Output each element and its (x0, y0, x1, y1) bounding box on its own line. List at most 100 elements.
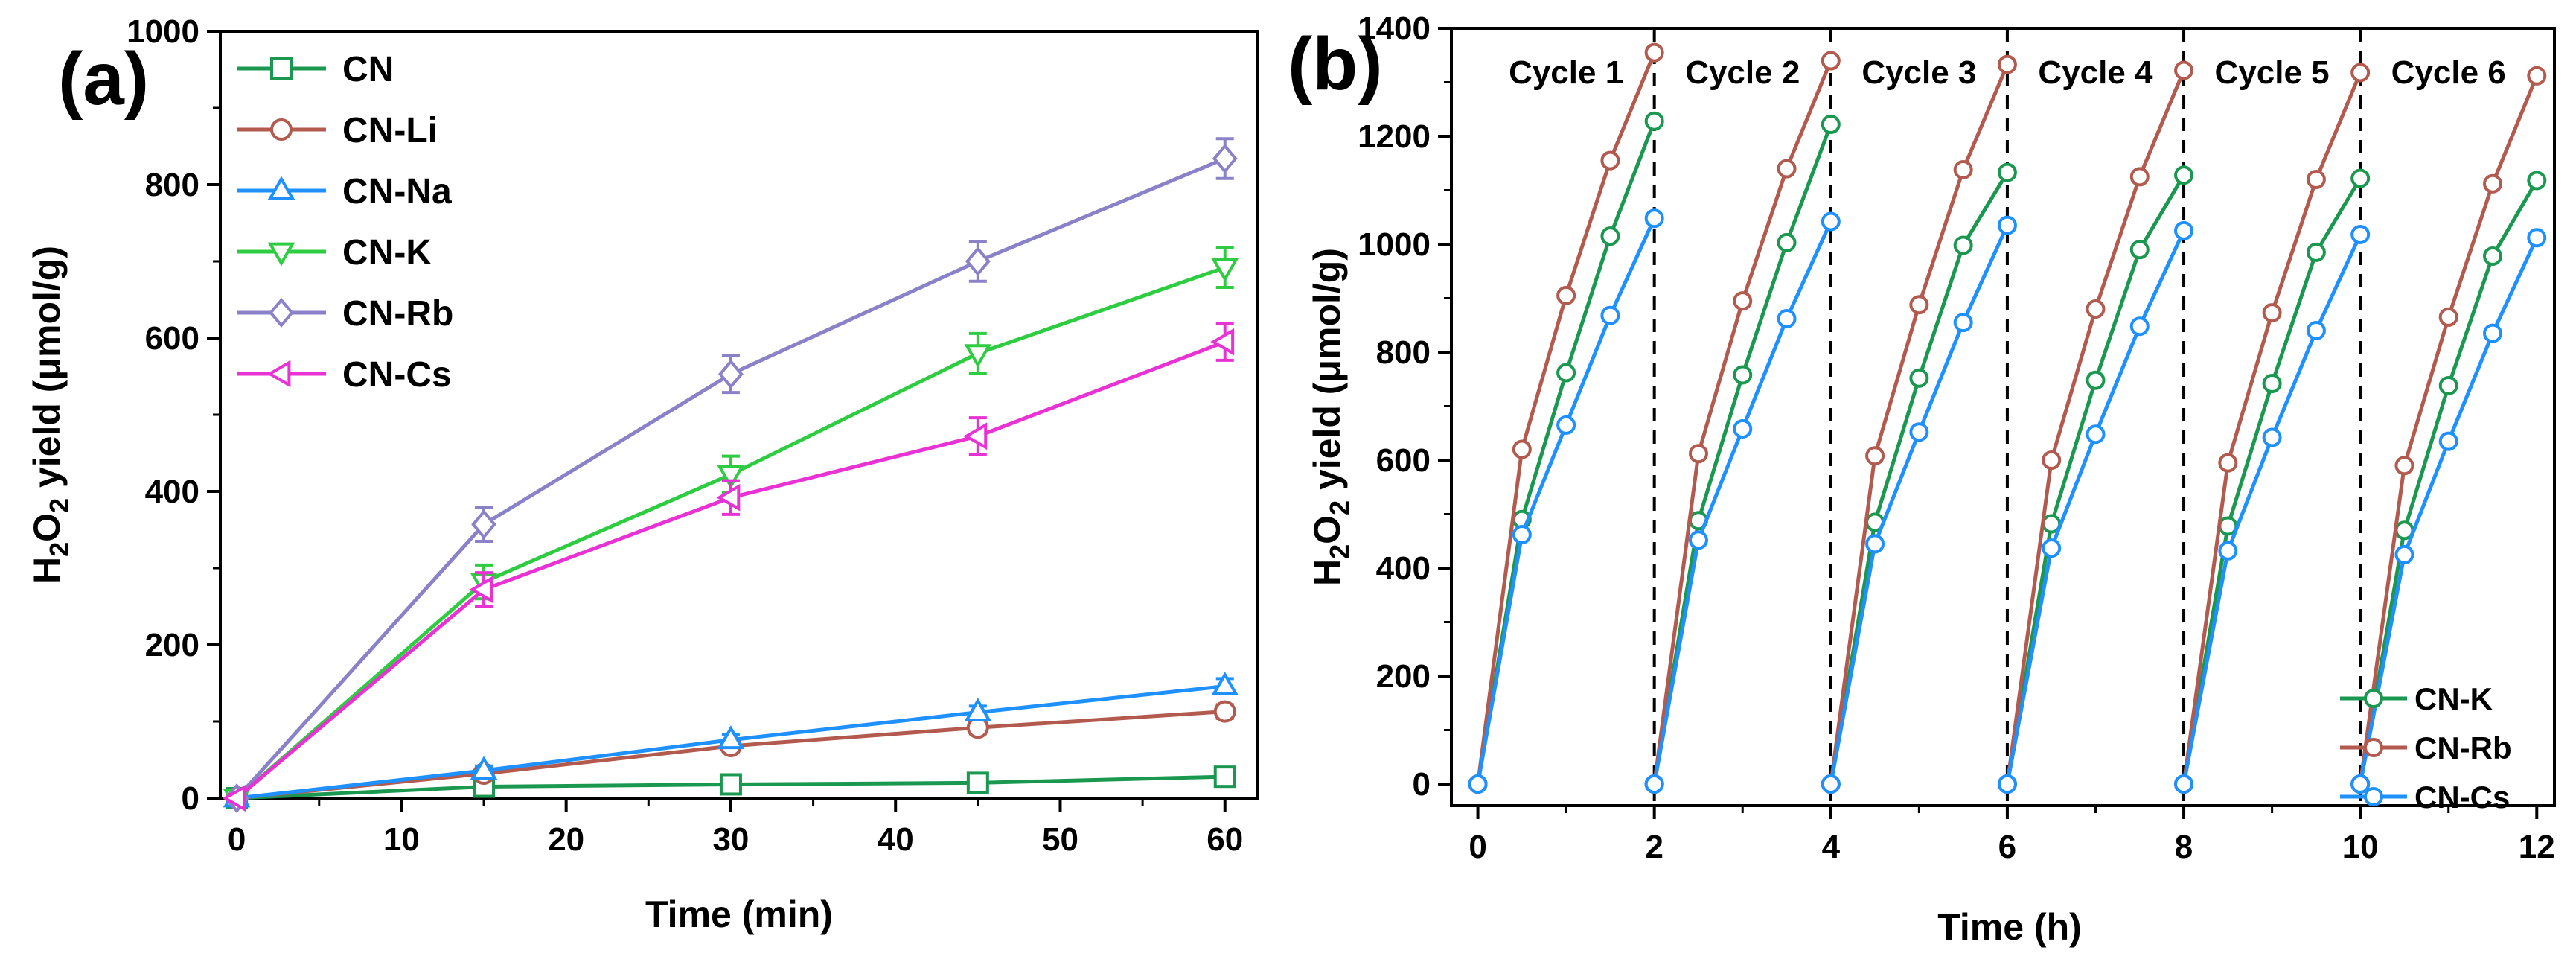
data-point-cn-rb-60 (1212, 143, 1238, 173)
data-point-cn-rb-c3-3 (1953, 159, 1973, 179)
data-point-cn-k-60 (1211, 258, 1239, 282)
x-tick-label-2: 2 (1645, 829, 1663, 865)
x-tick-label-10: 10 (2342, 829, 2379, 865)
data-point-cn-k-c2-3 (1777, 232, 1797, 252)
panel-b-ylabel-o: O (1306, 515, 1348, 544)
panel-b-axes: 0 2 4 6 8 10 12 0 200 400 600 800 1000 1200 1400 (1358, 10, 2555, 865)
panel-b: (b) 0 2 4 6 8 10 12 0 200 400 600 800 1000 1200 1400 C… (1288, 10, 2556, 948)
data-point-cn-cs-c3-4 (1997, 215, 2017, 235)
panel-a-ylabel-sub2: 2 (44, 498, 74, 513)
x-tick-label-8: 8 (2175, 829, 2193, 865)
data-point-cn-cs-15 (469, 576, 493, 604)
legend-label-cn-cs: CN-Cs (2414, 780, 2510, 815)
data-point-cn-cs-c5-0 (2174, 774, 2194, 794)
data-point-cn-na-15 (470, 756, 498, 780)
data-point-cn-45 (966, 771, 989, 794)
panel-a-ylabel-o: O (26, 513, 68, 542)
data-point-cn-rb-c4-1 (2042, 450, 2062, 470)
y-tick-label-800: 800 (145, 167, 199, 203)
data-point-cn-cs-c2-2 (1733, 418, 1753, 439)
legend-label-cn: CN (342, 50, 394, 89)
legend-marker-cn-na (267, 176, 295, 200)
data-point-cn-rb-c5-1 (2218, 453, 2238, 473)
series-line-cn-k (235, 265, 1226, 800)
data-point-cn-cs-c6-3 (2483, 323, 2503, 343)
cycle-label-1: Cycle 1 (1509, 54, 1623, 91)
data-point-cn-rb-c2-1 (1688, 444, 1708, 464)
legend-marker-cn (270, 57, 293, 80)
legend-marker-cn-k (267, 242, 295, 267)
data-point-cn-cs-c3-0 (1821, 774, 1841, 794)
y-tick-label-200: 200 (1376, 658, 1431, 695)
y-tick-label-1000: 1000 (127, 13, 199, 50)
data-point-cn-k-c2-4 (1821, 115, 1841, 135)
data-point-cn-cs-c2-0 (1644, 774, 1664, 794)
data-point-cn-k-c6-4 (2527, 171, 2547, 191)
x-tick-label-50: 50 (1042, 821, 1078, 858)
data-point-cn-rb-c4-3 (2129, 167, 2150, 187)
y-tick-label-1000: 1000 (1358, 226, 1431, 263)
data-point-cn-rb-c2-4 (1821, 51, 1841, 71)
data-point-cn-k-c6-3 (2483, 246, 2503, 266)
data-point-cn-rb-30 (718, 359, 744, 389)
series-line-cn-k-cycle-2 (1652, 124, 1833, 785)
y-tick-label-600: 600 (1376, 442, 1431, 479)
data-point-cn-na-45 (964, 698, 992, 722)
data-point-cn-cs-60 (1210, 328, 1235, 356)
data-point-cn-rb-c4-2 (2086, 299, 2106, 319)
data-point-cn-k-45 (964, 344, 992, 369)
legend-marker-cn-rb (269, 298, 294, 328)
data-point-cn-rb-c1-3 (1600, 150, 1620, 171)
legend-label-cn-k: CN-K (342, 233, 432, 273)
data-point-cn-cs-c4-3 (2129, 316, 2150, 337)
data-point-cn-cs-c4-0 (1997, 774, 2017, 794)
cycle-label-6: Cycle 6 (2391, 54, 2506, 91)
y-tick-label-800: 800 (1376, 334, 1431, 371)
y-tick-label-0: 0 (182, 780, 199, 817)
data-point-cn-cs-c6-1 (2394, 544, 2414, 564)
data-point-cn-cs-c3-2 (1909, 422, 1929, 442)
data-point-cn-rb-c6-3 (2483, 173, 2503, 194)
data-point-cn-cs-c3-3 (1953, 313, 1973, 333)
y-tick-label-1400: 1400 (1358, 10, 1431, 47)
legend-label-cn-li: CN-Li (342, 111, 438, 150)
data-point-cn-cs-c1-1 (1512, 525, 1532, 545)
data-point-cn-cs-c5-3 (2306, 321, 2326, 340)
series-line-cn-k-cycle-3 (1829, 171, 2010, 785)
data-point-cn-cs-30 (716, 483, 741, 512)
data-point-cn-cs-c4-4 (2174, 220, 2194, 241)
series-line-cn-rb-cycle-6 (2358, 74, 2539, 785)
panel-b-ylabel-sub1: 2 (1324, 544, 1355, 559)
panel-b-ylabel: H2O2 yield (μmol/g) (1306, 248, 1355, 586)
x-tick-label-0: 0 (228, 821, 246, 858)
y-tick-label-400: 400 (1376, 550, 1431, 587)
x-tick-label-6: 6 (1998, 829, 2016, 865)
legend-label-cn-cs: CN-Cs (342, 355, 452, 395)
legend-label-cn-k: CN-K (2414, 681, 2493, 716)
y-tick-label-200: 200 (145, 627, 199, 663)
data-point-cn-cs-c2-4 (1821, 211, 1841, 232)
data-point-cn-rb-c6-2 (2438, 307, 2458, 327)
legend-marker-cn-cs (266, 360, 291, 388)
legend-marker-cn-cs (2364, 787, 2383, 806)
data-point-cn-cs-c6-4 (2527, 228, 2547, 248)
data-point-cn-cs-c1-4 (1644, 208, 1664, 229)
panel-b-ylabel-h: H (1306, 559, 1348, 586)
data-point-cn-k-c3-4 (1997, 162, 2017, 182)
legend-label-cn-rb: CN-Rb (2414, 730, 2512, 765)
data-point-cn-cs-c6-2 (2438, 431, 2458, 451)
data-point-cn-na-30 (717, 725, 745, 750)
data-point-cn-na-60 (1211, 672, 1239, 696)
data-point-cn-k-c4-4 (2174, 165, 2194, 185)
panel-b-cycle-markers: Cycle 1 Cycle 2 Cycle 3 Cycle 4 Cycle 5 Cycle… (1509, 28, 2506, 806)
legend-label-cn-rb: CN-Rb (342, 294, 453, 334)
data-point-cn-rb-c2-3 (1777, 159, 1797, 179)
data-point-cn-rb-c1-1 (1512, 439, 1532, 459)
x-tick-label-10: 10 (383, 821, 420, 858)
data-point-cn-rb-c6-1 (2394, 456, 2414, 476)
data-point-cn-k-c2-2 (1733, 365, 1753, 385)
data-point-cn-k-c1-3 (1600, 226, 1620, 246)
data-point-cn-k-c3-3 (1953, 235, 1973, 255)
